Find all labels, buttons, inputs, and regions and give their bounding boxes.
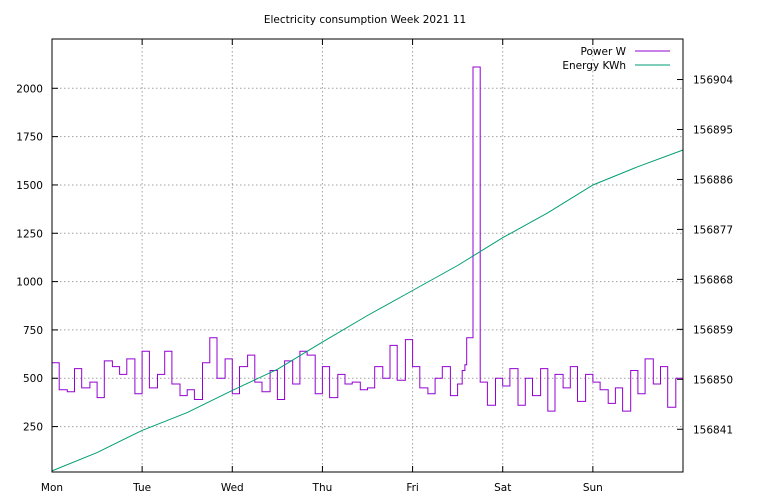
x-tick-label: Fri: [406, 482, 419, 494]
legend: Power W Energy KWh: [562, 46, 670, 72]
y-left-tick-label: 2000: [16, 83, 43, 95]
y-left-tick-label: 250: [23, 422, 43, 434]
y-right-tick-label: 156895: [693, 124, 733, 136]
legend-label: Power W: [581, 46, 627, 58]
y-left-tick-label: 500: [23, 373, 43, 385]
y-right-tick-label: 156886: [693, 174, 733, 186]
axis-ticks: Mon Tue Wed Thu Fri Sat Sun 250 500 750 1000 1250 15…: [16, 39, 733, 494]
chart-title: Electricity consumption Week 2021 11: [264, 14, 466, 26]
y-right-tick-label: 156841: [693, 424, 733, 436]
plot-area: [51, 66, 684, 472]
x-tick-label: Wed: [221, 482, 244, 494]
y-left-tick-label: 1000: [16, 277, 43, 289]
x-tick-label: Mon: [41, 482, 63, 494]
plot-frame: [51, 38, 684, 473]
x-tick-label: Sun: [583, 482, 603, 494]
x-tick-label: Thu: [312, 482, 333, 494]
y-right-tick-label: 156859: [693, 324, 733, 336]
y-right-tick-label: 156904: [693, 75, 733, 87]
power-w-series: [52, 66, 684, 412]
y-left-tick-label: 1750: [16, 132, 43, 144]
grid: [52, 39, 684, 472]
energy-kwh-series: [51, 149, 684, 472]
y-left-tick-label: 750: [23, 325, 43, 337]
x-tick-label: Tue: [132, 482, 151, 494]
y-right-tick-label: 156868: [693, 274, 733, 286]
y-right-tick-label: 156850: [693, 374, 733, 386]
y-right-tick-label: 156877: [693, 224, 733, 236]
y-left-tick-label: 1500: [16, 180, 43, 192]
y-left-tick-label: 1250: [16, 228, 43, 240]
x-tick-label: Sat: [494, 482, 511, 494]
legend-label: Energy KWh: [562, 60, 626, 72]
